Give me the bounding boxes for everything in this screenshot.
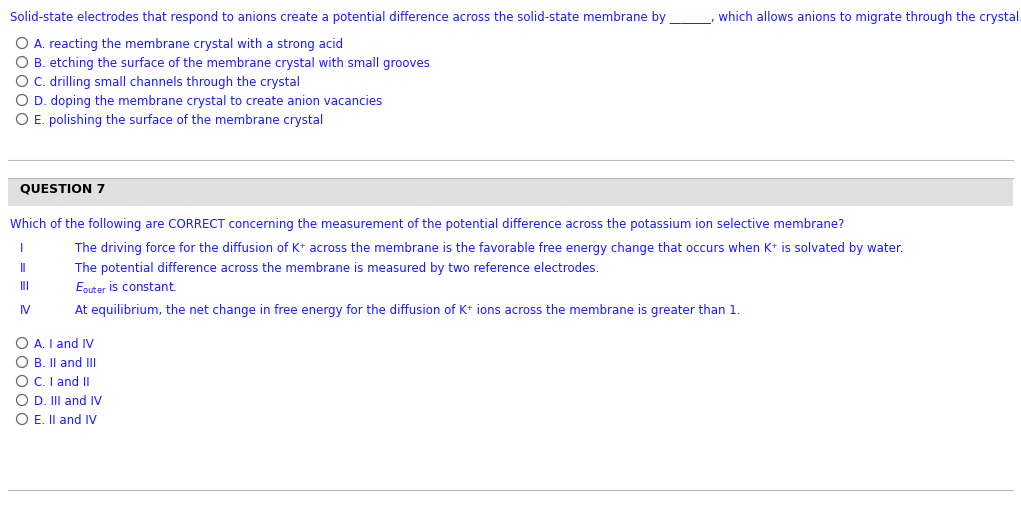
Text: A. reacting the membrane crystal with a strong acid: A. reacting the membrane crystal with a … <box>34 38 343 51</box>
Text: The potential difference across the membrane is measured by two reference electr: The potential difference across the memb… <box>75 262 599 275</box>
Text: E. polishing the surface of the membrane crystal: E. polishing the surface of the membrane… <box>34 114 324 127</box>
Text: Solid-state electrodes that respond to anions create a potential difference acro: Solid-state electrodes that respond to a… <box>10 11 1021 24</box>
Text: B. etching the surface of the membrane crystal with small grooves: B. etching the surface of the membrane c… <box>34 57 430 70</box>
Text: At equilibrium, the net change in free energy for the diffusion of K⁺ ions acros: At equilibrium, the net change in free e… <box>75 304 740 317</box>
Text: QUESTION 7: QUESTION 7 <box>20 182 105 195</box>
Text: The driving force for the diffusion of K⁺ across the membrane is the favorable f: The driving force for the diffusion of K… <box>75 242 904 255</box>
Text: I: I <box>20 242 23 255</box>
Text: C. I and II: C. I and II <box>34 376 90 389</box>
Text: $\it{E}$$_{\rm{outer}}$ is constant.: $\it{E}$$_{\rm{outer}}$ is constant. <box>75 280 178 296</box>
Text: A. I and IV: A. I and IV <box>34 338 94 351</box>
Text: C. drilling small channels through the crystal: C. drilling small channels through the c… <box>34 76 300 89</box>
Text: II: II <box>20 262 27 275</box>
Text: B. II and III: B. II and III <box>34 357 96 370</box>
Text: D. III and IV: D. III and IV <box>34 395 102 408</box>
Text: Which of the following are CORRECT concerning the measurement of the potential d: Which of the following are CORRECT conce… <box>10 218 844 231</box>
Text: IV: IV <box>20 304 32 317</box>
FancyBboxPatch shape <box>8 178 1013 206</box>
Text: III: III <box>20 280 31 293</box>
Text: D. doping the membrane crystal to create anion vacancies: D. doping the membrane crystal to create… <box>34 95 382 108</box>
Text: E. II and IV: E. II and IV <box>34 414 97 427</box>
